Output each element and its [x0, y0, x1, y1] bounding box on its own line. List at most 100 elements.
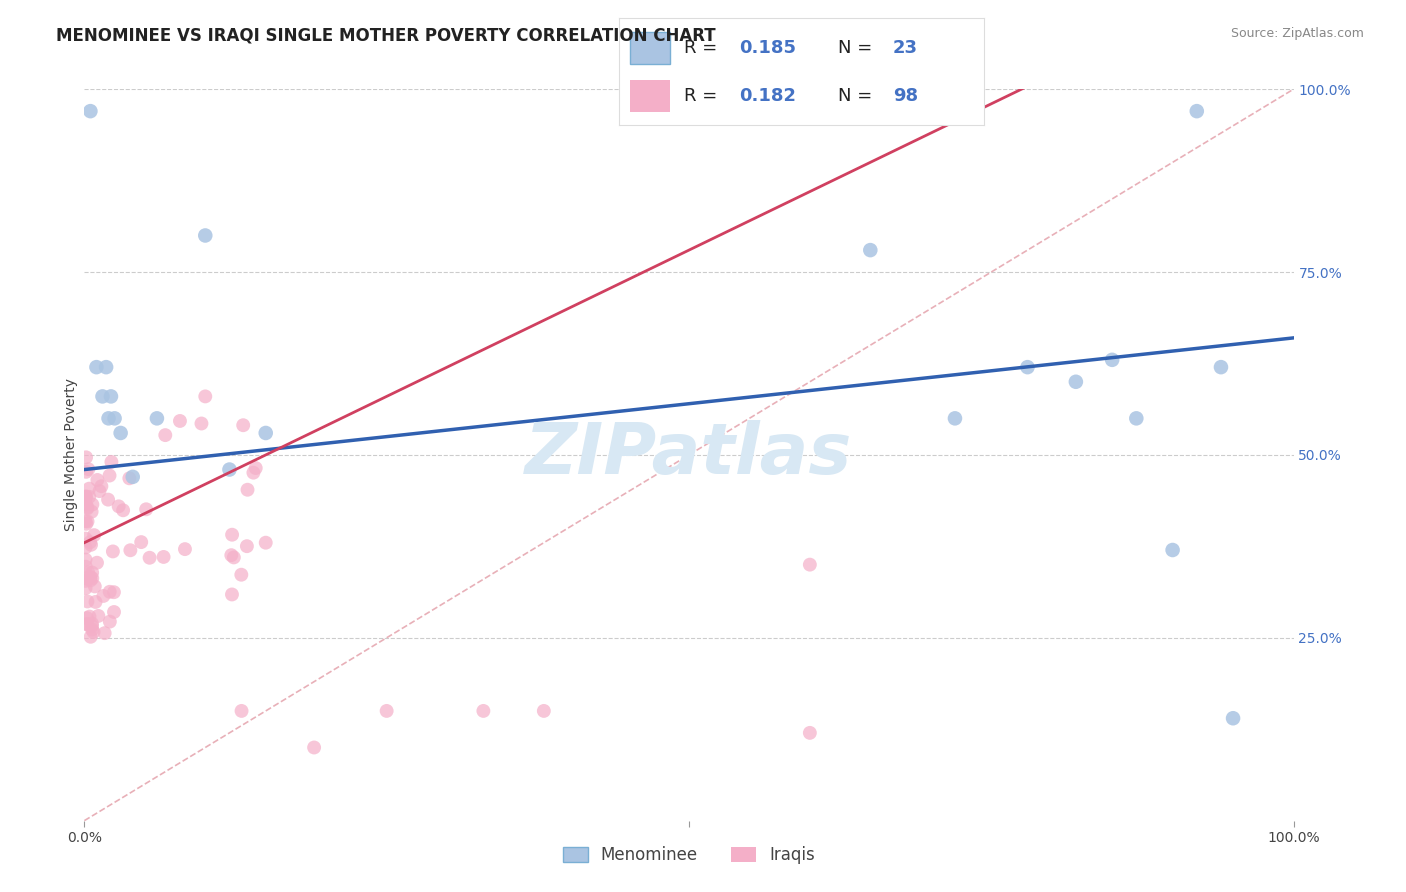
Point: [129, 535, 152, 549]
Point: [103, 585, 125, 599]
Text: 0.185: 0.185: [740, 39, 796, 57]
Point: [79, 630, 101, 644]
Point: [190, 417, 212, 431]
Point: [138, 550, 160, 565]
Point: [79, 104, 101, 119]
Point: [75, 574, 97, 588]
Point: [94, 360, 117, 375]
Point: [75, 490, 97, 504]
Point: [194, 389, 217, 403]
Point: [75, 514, 97, 528]
Point: [86, 556, 108, 570]
Point: [101, 544, 124, 558]
Point: [245, 461, 267, 475]
Point: [86, 473, 108, 487]
Point: [221, 527, 243, 541]
Point: [254, 425, 277, 440]
Point: [87, 608, 110, 623]
Point: [82, 566, 104, 580]
Point: [97, 411, 120, 425]
FancyBboxPatch shape: [630, 32, 669, 64]
Point: [194, 228, 217, 243]
Point: [232, 418, 254, 433]
Point: [76, 617, 98, 632]
Point: [221, 587, 243, 601]
Point: [77, 490, 100, 504]
Point: [93, 626, 115, 640]
Text: 0.182: 0.182: [740, 87, 796, 105]
Point: [107, 500, 129, 514]
Point: [231, 567, 253, 582]
Point: [155, 428, 177, 442]
Point: [120, 543, 142, 558]
Point: [242, 466, 264, 480]
Point: [103, 605, 125, 619]
Point: [79, 574, 101, 588]
Point: [112, 503, 135, 517]
Point: [75, 465, 97, 479]
Point: [83, 528, 105, 542]
Point: [1125, 411, 1147, 425]
Point: [77, 566, 100, 580]
Point: [76, 594, 98, 608]
Point: [146, 411, 169, 425]
Point: [76, 501, 98, 516]
Point: [236, 483, 259, 497]
Point: [82, 571, 104, 585]
Text: MENOMINEE VS IRAQI SINGLE MOTHER POVERTY CORRELATION CHART: MENOMINEE VS IRAQI SINGLE MOTHER POVERTY…: [56, 27, 716, 45]
Point: [77, 482, 100, 496]
Point: [859, 243, 882, 257]
Point: [1017, 360, 1039, 375]
Point: [80, 623, 103, 637]
Point: [100, 389, 122, 403]
Point: [83, 625, 105, 640]
Point: [1064, 375, 1087, 389]
Point: [110, 425, 132, 440]
Point: [533, 704, 555, 718]
Text: R =: R =: [685, 39, 724, 57]
Point: [799, 726, 821, 740]
Point: [152, 549, 174, 564]
Point: [80, 505, 103, 519]
Point: [93, 589, 115, 603]
Point: [97, 492, 120, 507]
Point: [799, 558, 821, 572]
Point: [1185, 104, 1208, 119]
Point: [91, 389, 114, 403]
Point: [80, 616, 103, 631]
Point: [218, 462, 240, 476]
Text: 98: 98: [893, 87, 918, 105]
Point: [98, 584, 121, 599]
Point: [79, 570, 101, 584]
Point: [80, 619, 103, 633]
Legend: Menominee, Iraqis: Menominee, Iraqis: [555, 839, 823, 871]
Point: [100, 455, 122, 469]
Point: [75, 541, 97, 555]
Point: [375, 704, 398, 718]
Point: [84, 595, 107, 609]
Point: [1161, 543, 1184, 558]
Text: N =: N =: [838, 87, 877, 105]
Point: [76, 611, 98, 625]
Point: [121, 470, 143, 484]
Point: [236, 539, 259, 553]
Point: [174, 542, 197, 557]
Point: [1101, 352, 1123, 367]
Text: ZIPatlas: ZIPatlas: [526, 420, 852, 490]
Point: [86, 360, 108, 375]
Point: [75, 497, 97, 511]
Point: [79, 609, 101, 624]
Point: [221, 548, 243, 562]
Point: [82, 498, 104, 512]
Point: [75, 581, 97, 595]
Point: [90, 479, 112, 493]
Point: [104, 411, 127, 425]
Point: [472, 704, 495, 718]
Point: [75, 571, 97, 585]
Point: [231, 704, 253, 718]
Point: [254, 535, 277, 549]
Point: [75, 490, 97, 504]
Point: [98, 615, 121, 629]
Text: R =: R =: [685, 87, 724, 105]
Point: [77, 462, 100, 476]
